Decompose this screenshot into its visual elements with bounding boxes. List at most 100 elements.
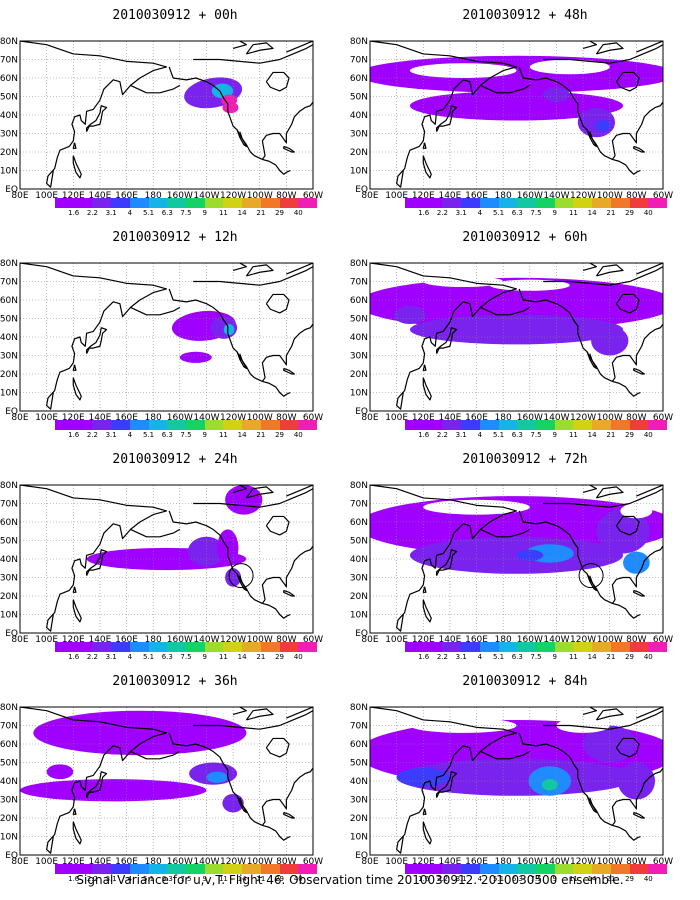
lon-tick-label: 100W [597, 857, 623, 867]
colorbar-labels: 1.6 2.2 3.1 4 5.1 6.3 7.5 9 11 14 21 29 40 [405, 653, 667, 663]
colorbar-swatch [167, 642, 187, 652]
coastline [236, 351, 248, 370]
colorbar-swatch [242, 420, 261, 430]
colorbar-swatch [648, 198, 668, 208]
variance-contour [543, 87, 570, 103]
colorbar-level-label: 3.1 [455, 875, 467, 883]
colorbar-level-label: 11 [218, 431, 228, 439]
colorbar-labels: 1.6 2.2 3.1 4 5.1 6.3 7.5 9 11 14 21 29 40 [55, 431, 317, 441]
lon-tick-label: 120W [570, 635, 596, 645]
coastline [130, 750, 181, 760]
colorbar-level-label: 3.1 [105, 653, 117, 661]
lon-tick-label: 120W [570, 413, 596, 423]
colorbar-level-label: 40 [293, 653, 303, 661]
lat-tick-label: 40N [350, 111, 368, 121]
lon-tick-label: 60W [653, 857, 673, 867]
lon-tick-label: 80W [276, 191, 296, 201]
variance-contour [595, 120, 612, 132]
colorbar-swatch [536, 198, 555, 208]
colorbar-swatch [479, 420, 499, 430]
variance-contour [211, 83, 234, 99]
lon-tick-label: 80W [626, 413, 646, 423]
map-frame [19, 40, 314, 190]
colorbar-level-label: 7.5 [530, 431, 542, 439]
variance-contour [20, 779, 207, 802]
colorbar-level-label: 2.2 [86, 653, 98, 661]
colorbar-level-label: 29 [275, 209, 285, 217]
lat-tick-label: 70N [350, 56, 368, 66]
colorbar-swatch [442, 420, 462, 430]
colorbar-level-label: 9 [552, 209, 557, 217]
lon-tick-label: 80E [361, 635, 378, 645]
lon-tick-label: 180 [145, 635, 162, 645]
colorbar-level-label: 14 [237, 431, 247, 439]
colorbar-level-label: 6.3 [161, 653, 173, 661]
lon-tick-label: 180 [495, 635, 512, 645]
colorbar-swatch [167, 864, 187, 874]
colorbar-swatch [405, 864, 424, 874]
variance-contour [541, 779, 558, 791]
lon-tick-label: 160E [465, 191, 488, 201]
coastline [261, 545, 313, 604]
coastline [72, 599, 82, 623]
colorbar-level-label: 21 [606, 209, 616, 217]
lat-tick-label: 30N [350, 574, 368, 584]
map-frame [19, 706, 314, 856]
colorbar-level-label: 5.1 [492, 653, 505, 661]
lat-tick-label: 30N [350, 796, 368, 806]
lon-tick-label: 140W [193, 413, 219, 423]
colorbar-swatch [55, 198, 74, 208]
coastline [586, 573, 598, 592]
colorbar-level-label: 1.6 [418, 653, 430, 661]
coastline [435, 327, 458, 354]
colorbar-swatch [610, 420, 630, 430]
colorbar-swatch [648, 420, 668, 430]
coastline [615, 737, 640, 758]
colorbar-swatch [129, 864, 149, 874]
lon-tick-label: 160E [465, 857, 488, 867]
colorbar-level-label: 1.6 [418, 875, 430, 883]
lon-tick-label: 60W [303, 191, 323, 201]
lat-tick-label: 50N [0, 537, 18, 547]
lon-tick-label: 160E [115, 857, 138, 867]
colorbar-level-label: 7.5 [180, 875, 192, 883]
colorbar-swatch [186, 198, 205, 208]
colorbar-level-label: 11 [568, 875, 578, 883]
colorbar [55, 420, 318, 430]
panel-title: 2010030912 + 72h [462, 452, 588, 467]
coastline [480, 528, 531, 538]
colorbar-level-label: 2.2 [86, 875, 98, 883]
variance-contour [223, 324, 235, 336]
colorbar-labels: 1.6 2.2 3.1 4 5.1 6.3 7.5 9 11 14 21 29 40 [405, 875, 667, 885]
lon-tick-label: 160E [115, 635, 138, 645]
lat-tick-label: 10N [0, 167, 18, 177]
coastline [130, 84, 181, 94]
colorbar-level-label: 21 [606, 653, 616, 661]
lon-tick-label: 120W [570, 191, 596, 201]
map-plot: 80E 100E 120E 140E 160E 180 160W 140W 120W 100W 80… [350, 481, 673, 645]
colorbar-level-label: 29 [625, 875, 635, 883]
colorbar-swatch [498, 864, 518, 874]
lat-tick-label: 40N [0, 333, 18, 343]
coastline [586, 351, 598, 370]
colorbar-swatch [498, 420, 518, 430]
colorbar-level-label: 4 [127, 209, 133, 217]
lon-tick-label: 140W [543, 635, 569, 645]
lon-tick-label: 80W [626, 635, 646, 645]
colorbar-level-label: 29 [275, 431, 285, 439]
coastline [85, 549, 108, 576]
lon-tick-label: 100W [247, 191, 273, 201]
lat-tick-label: 30N [350, 352, 368, 362]
lat-tick-label: 20N [0, 592, 18, 602]
colorbar-level-label: 5.1 [142, 875, 155, 883]
colorbar-swatch [517, 864, 537, 874]
lat-tick-label: 80N [350, 481, 368, 491]
colorbar-level-label: 2.2 [86, 209, 98, 217]
coastline [261, 767, 313, 826]
coastline [370, 41, 518, 188]
lat-tick-label: 50N [350, 537, 368, 547]
colorbar-swatch [204, 642, 224, 652]
lon-tick-label: 80W [276, 635, 296, 645]
colorbar-level-label: 21 [256, 875, 266, 883]
lon-tick-label: 80E [11, 857, 28, 867]
